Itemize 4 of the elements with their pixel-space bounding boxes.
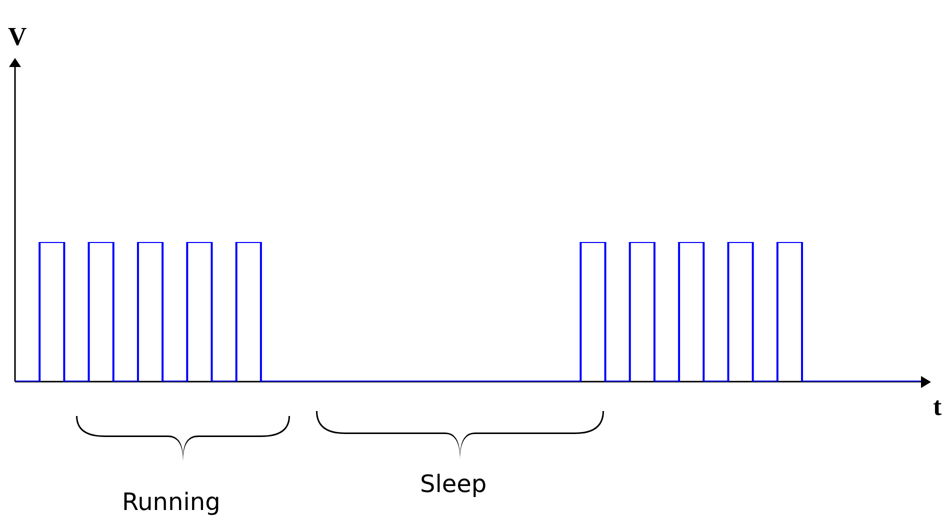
text: V bbox=[8, 22, 27, 52]
text: Sleep bbox=[420, 470, 487, 498]
text: Running bbox=[122, 488, 220, 516]
x-axis-title: t bbox=[933, 392, 942, 422]
